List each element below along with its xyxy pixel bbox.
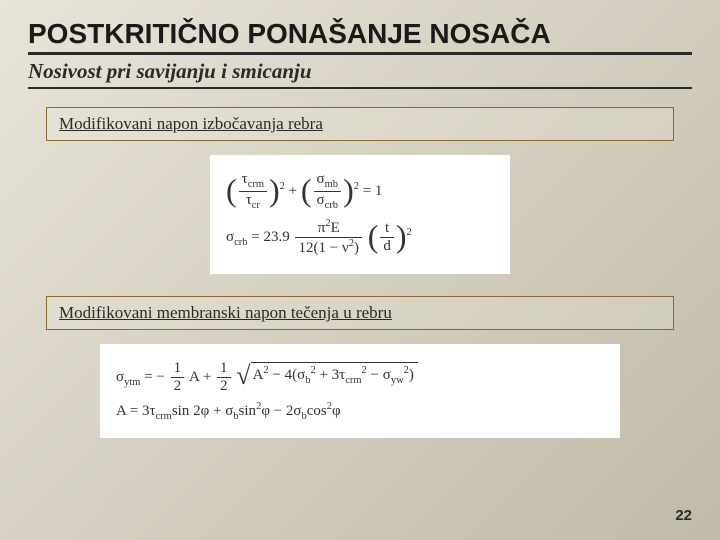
equation-interaction: ( τcrm τcr )2 + ( σmb σcrb )2 = 1 — [226, 171, 494, 212]
equation-block-1: ( τcrm τcr )2 + ( σmb σcrb )2 = 1 σcrb =… — [210, 155, 510, 274]
page-number: 22 — [675, 507, 692, 524]
equation-sigma-ytm: σytm = − 12 A + 12 √ A2 − 4(σb2 + 3τcrm2… — [116, 360, 604, 396]
section-1-heading: Modifikovani napon izbočavanja rebra — [46, 107, 674, 141]
slide-title: POSTKRITIČNO PONAŠANJE NOSAČA — [28, 18, 692, 55]
equation-A-definition: A = 3τcrmsin 2φ + σbsin2φ − 2σbcos2φ — [116, 401, 604, 422]
equation-block-2: σytm = − 12 A + 12 √ A2 − 4(σb2 + 3τcrm2… — [100, 344, 620, 439]
slide-subtitle: Nosivost pri savijanju i smicanju — [28, 59, 692, 89]
equation-sigma-crb: σcrb = 23.9 π2E 12(1 − ν2) ( t d )2 — [226, 218, 494, 258]
section-2-heading: Modifikovani membranski napon tečenja u … — [46, 296, 674, 330]
